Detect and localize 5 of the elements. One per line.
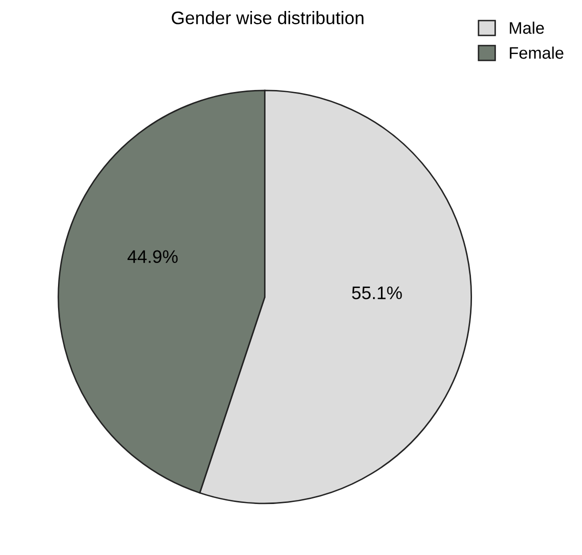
- legend-label: Female: [510, 46, 564, 59]
- chart-title: Gender wise distribution: [172, 11, 364, 24]
- legend-label: Male: [510, 22, 544, 34]
- data-label: 44.9%: [128, 250, 178, 264]
- data-label: 55.1%: [352, 286, 402, 300]
